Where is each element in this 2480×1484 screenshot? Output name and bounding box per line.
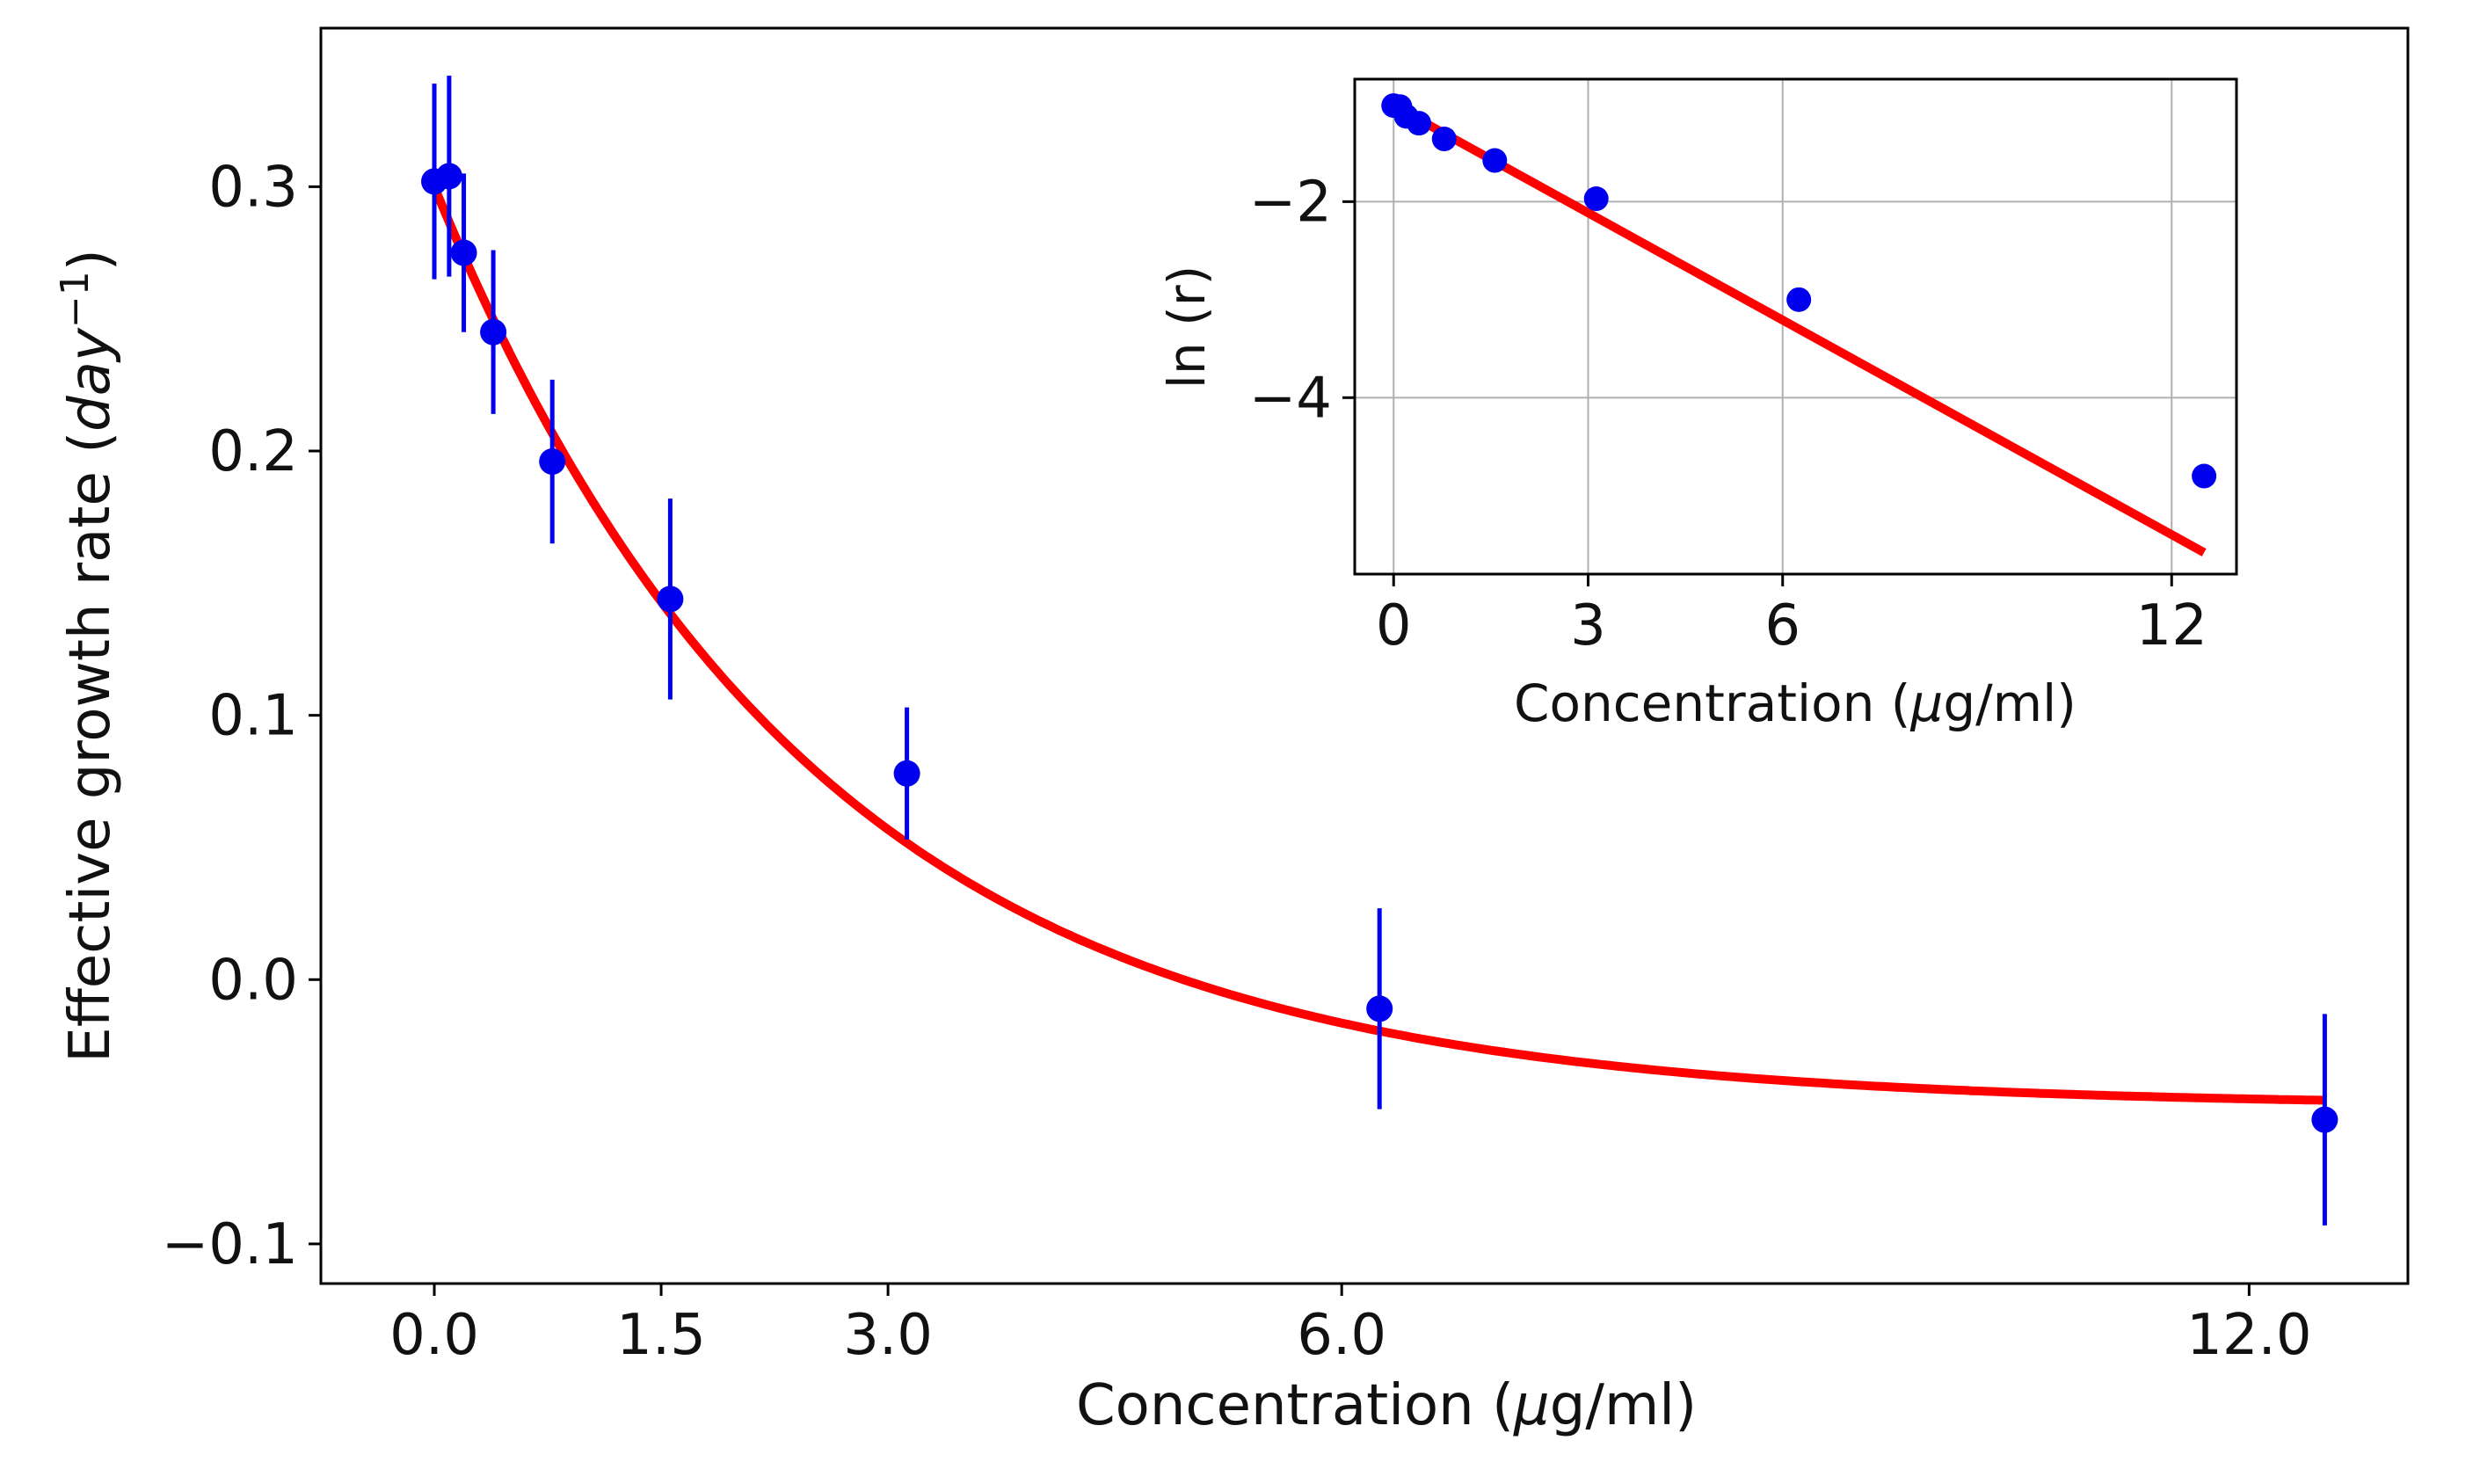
- inset-x-tick-label: 0: [1376, 593, 1412, 658]
- main-chart: 0.0 1.5 3.0 6.0 12.0 −0.1 0.0 0.1 0.2 0.3 Concen…: [53, 26, 2410, 1438]
- main-y-tick-label: 0.0: [208, 948, 298, 1013]
- main-y-tick-label: 0.3: [208, 155, 298, 220]
- main-data-point: [2311, 1106, 2338, 1133]
- inset-x-tick-label: 12: [2136, 593, 2207, 658]
- main-data-point: [450, 239, 477, 266]
- main-x-tick-label: 1.5: [616, 1303, 706, 1368]
- main-data-point: [893, 760, 920, 787]
- main-y-tick-label: −0.1: [162, 1212, 298, 1277]
- main-x-axis-title: Concentration (μg/ml): [1076, 1373, 1697, 1438]
- inset-y-axis-title: ln (r): [1157, 266, 1217, 389]
- main-x-tick-label: 6.0: [1297, 1303, 1386, 1368]
- main-x-tick-label: 0.0: [389, 1303, 479, 1368]
- main-data-point: [435, 163, 462, 190]
- main-data-point: [657, 586, 684, 613]
- inset-x-tick-label: 3: [1570, 593, 1606, 658]
- main-x-tick-label: 3.0: [843, 1303, 933, 1368]
- main-data-point: [1366, 995, 1393, 1022]
- inset-x-axis-title: Concentration (μg/ml): [1514, 673, 2076, 733]
- inset-data-point: [1431, 127, 1457, 152]
- inset-chart: 0 3 6 12 −4 −2 Concentration (μg/ml) ln (r): [1157, 77, 2238, 733]
- inset-data-point: [2192, 463, 2217, 489]
- inset-data-point: [1407, 111, 1432, 136]
- inset-y-tick-label: −4: [1249, 366, 1332, 431]
- main-x-tick-label: 12.0: [2186, 1303, 2312, 1368]
- main-y-tick-label: 0.1: [208, 684, 298, 749]
- inset-y-tick-label: −2: [1249, 170, 1332, 235]
- inset-x-tick-label: 6: [1764, 593, 1800, 658]
- main-y-tick-label: 0.2: [208, 419, 298, 484]
- main-data-point: [480, 318, 507, 346]
- main-y-axis-title: Effective growth rate (day−1): [53, 249, 123, 1062]
- main-plot-frame: [319, 26, 2410, 1285]
- inset-data-point: [1786, 287, 1812, 312]
- inset-data-point: [1583, 186, 1609, 212]
- main-data-point: [539, 448, 566, 476]
- inset-fit-line: [1391, 101, 2207, 556]
- inset-plot-frame: [1353, 77, 2238, 576]
- inset-data-point: [1482, 148, 1508, 173]
